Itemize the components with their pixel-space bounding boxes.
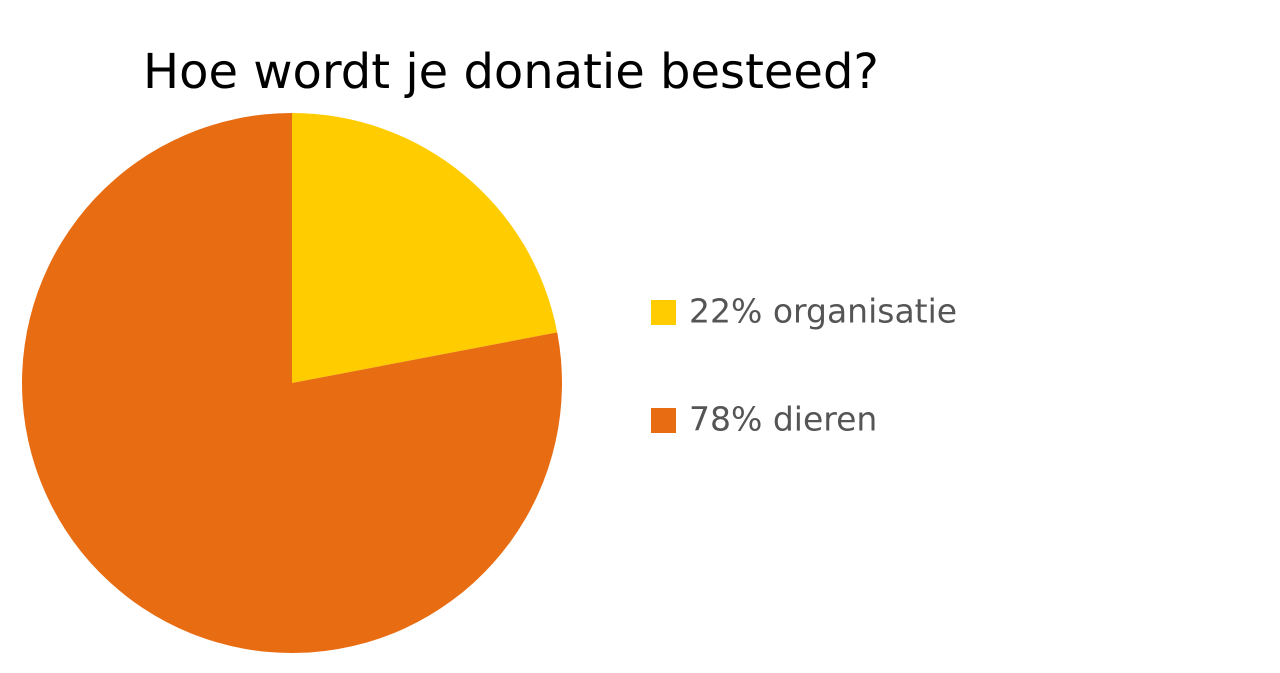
pie-slice bbox=[21, 113, 562, 654]
legend-swatch bbox=[651, 300, 676, 325]
chart-title: Hoe wordt je donatie besteed? bbox=[143, 44, 879, 100]
pie-slice bbox=[292, 113, 558, 383]
legend-swatch bbox=[651, 408, 676, 433]
legend-label: 22% organisatie bbox=[689, 292, 957, 331]
legend-label: 78% dieren bbox=[689, 400, 877, 439]
